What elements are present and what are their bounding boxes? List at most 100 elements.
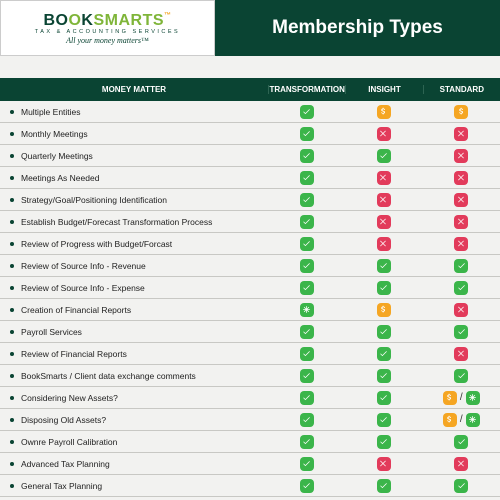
bullet-icon bbox=[10, 110, 14, 114]
bullet-icon bbox=[10, 198, 14, 202]
feature-text: Considering New Assets? bbox=[21, 393, 118, 403]
cell-1-0 bbox=[268, 127, 345, 141]
table-row: Establish Budget/Forecast Transformation… bbox=[0, 211, 500, 233]
feature-text: Establish Budget/Forecast Transformation… bbox=[21, 217, 212, 227]
cell-4-1 bbox=[345, 193, 422, 207]
logo-seg-4: SMARTS bbox=[93, 12, 164, 29]
cell-13-1 bbox=[345, 391, 422, 405]
cell-12-1 bbox=[345, 369, 422, 383]
check-icon bbox=[300, 105, 314, 119]
x-icon bbox=[377, 171, 391, 185]
check-icon bbox=[300, 325, 314, 339]
cell-0-2 bbox=[423, 105, 500, 119]
cell-1-2 bbox=[423, 127, 500, 141]
header: BOOKSMARTS™ TAX & ACCOUNTING SERVICES Al… bbox=[0, 0, 500, 56]
cell-14-2: / bbox=[423, 413, 500, 427]
cell-11-2 bbox=[423, 347, 500, 361]
x-icon bbox=[377, 215, 391, 229]
cell-15-1 bbox=[345, 435, 422, 449]
cell-3-2 bbox=[423, 171, 500, 185]
x-icon bbox=[454, 347, 468, 361]
feature-text: Review of Source Info - Revenue bbox=[21, 261, 146, 271]
x-icon bbox=[377, 237, 391, 251]
cell-0-1 bbox=[345, 105, 422, 119]
dollar-icon bbox=[443, 413, 457, 427]
slash: / bbox=[460, 414, 463, 425]
check-icon bbox=[300, 391, 314, 405]
bullet-icon bbox=[10, 462, 14, 466]
check-icon bbox=[300, 149, 314, 163]
cell-1-1 bbox=[345, 127, 422, 141]
cell-7-2 bbox=[423, 259, 500, 273]
table-row: Review of Financial Reports bbox=[0, 343, 500, 365]
logo-tm: ™ bbox=[164, 12, 172, 19]
cell-4-0 bbox=[268, 193, 345, 207]
feature-text: Quarterly Meetings bbox=[21, 151, 93, 161]
cell-0-0 bbox=[268, 105, 345, 119]
feature-text: Disposing Old Assets? bbox=[21, 415, 106, 425]
table-row: BookSmarts / Client data exchange commen… bbox=[0, 365, 500, 387]
table-row: Advanced Tax Planning bbox=[0, 453, 500, 475]
cell-7-1 bbox=[345, 259, 422, 273]
check-icon bbox=[300, 413, 314, 427]
feature-label: Disposing Old Assets? bbox=[0, 415, 268, 425]
check-icon bbox=[300, 259, 314, 273]
feature-label: Establish Budget/Forecast Transformation… bbox=[0, 217, 268, 227]
cell-2-0 bbox=[268, 149, 345, 163]
feature-text: Payroll Services bbox=[21, 327, 82, 337]
x-icon bbox=[454, 171, 468, 185]
bullet-icon bbox=[10, 132, 14, 136]
cell-6-0 bbox=[268, 237, 345, 251]
table-row: Quarterly Meetings bbox=[0, 145, 500, 167]
page: BOOKSMARTS™ TAX & ACCOUNTING SERVICES Al… bbox=[0, 0, 500, 500]
cell-8-1 bbox=[345, 281, 422, 295]
cell-5-2 bbox=[423, 215, 500, 229]
cell-15-0 bbox=[268, 435, 345, 449]
col-header-feature: MONEY MATTER bbox=[0, 85, 268, 94]
cell-17-2 bbox=[423, 479, 500, 493]
feature-text: Monthly Meetings bbox=[21, 129, 88, 139]
slash: / bbox=[460, 392, 463, 403]
feature-text: Ownre Payroll Calibration bbox=[21, 437, 117, 447]
feature-label: Payroll Services bbox=[0, 327, 268, 337]
bullet-icon bbox=[10, 330, 14, 334]
feature-text: Advanced Tax Planning bbox=[21, 459, 110, 469]
bullet-icon bbox=[10, 418, 14, 422]
check-icon bbox=[300, 435, 314, 449]
table-row: Ownre Payroll Calibration bbox=[0, 431, 500, 453]
feature-label: Strategy/Goal/Positioning Identification bbox=[0, 195, 268, 205]
col-header-transformation: TRANSFORMATION bbox=[268, 85, 345, 94]
table-body: Multiple Entities Monthly Meetings Quart… bbox=[0, 101, 500, 497]
cell-17-1 bbox=[345, 479, 422, 493]
table-header: MONEY MATTER TRANSFORMATION INSIGHT STAN… bbox=[0, 78, 500, 101]
feature-text: Review of Financial Reports bbox=[21, 349, 127, 359]
table-row: Monthly Meetings bbox=[0, 123, 500, 145]
check-icon bbox=[454, 281, 468, 295]
star-icon bbox=[300, 303, 314, 317]
cell-10-2 bbox=[423, 325, 500, 339]
feature-label: Advanced Tax Planning bbox=[0, 459, 268, 469]
cell-14-0 bbox=[268, 413, 345, 427]
table-row: Multiple Entities bbox=[0, 101, 500, 123]
feature-label: Review of Progress with Budget/Forcast bbox=[0, 239, 268, 249]
feature-label: BookSmarts / Client data exchange commen… bbox=[0, 371, 268, 381]
table-row: Payroll Services bbox=[0, 321, 500, 343]
col-header-standard: STANDARD bbox=[423, 85, 500, 94]
bullet-icon bbox=[10, 264, 14, 268]
header-gap bbox=[0, 56, 500, 78]
x-icon bbox=[377, 457, 391, 471]
logo-subtitle: TAX & ACCOUNTING SERVICES bbox=[35, 29, 180, 35]
cell-10-0 bbox=[268, 325, 345, 339]
dollar-icon bbox=[454, 105, 468, 119]
x-icon bbox=[454, 215, 468, 229]
logo: BOOKSMARTS™ TAX & ACCOUNTING SERVICES Al… bbox=[0, 0, 215, 56]
feature-label: Ownre Payroll Calibration bbox=[0, 437, 268, 447]
check-icon bbox=[300, 479, 314, 493]
cell-13-2: / bbox=[423, 391, 500, 405]
check-icon bbox=[454, 259, 468, 273]
table-row: Review of Source Info - Expense bbox=[0, 277, 500, 299]
x-icon bbox=[377, 127, 391, 141]
x-icon bbox=[377, 193, 391, 207]
cell-16-2 bbox=[423, 457, 500, 471]
x-icon bbox=[454, 457, 468, 471]
